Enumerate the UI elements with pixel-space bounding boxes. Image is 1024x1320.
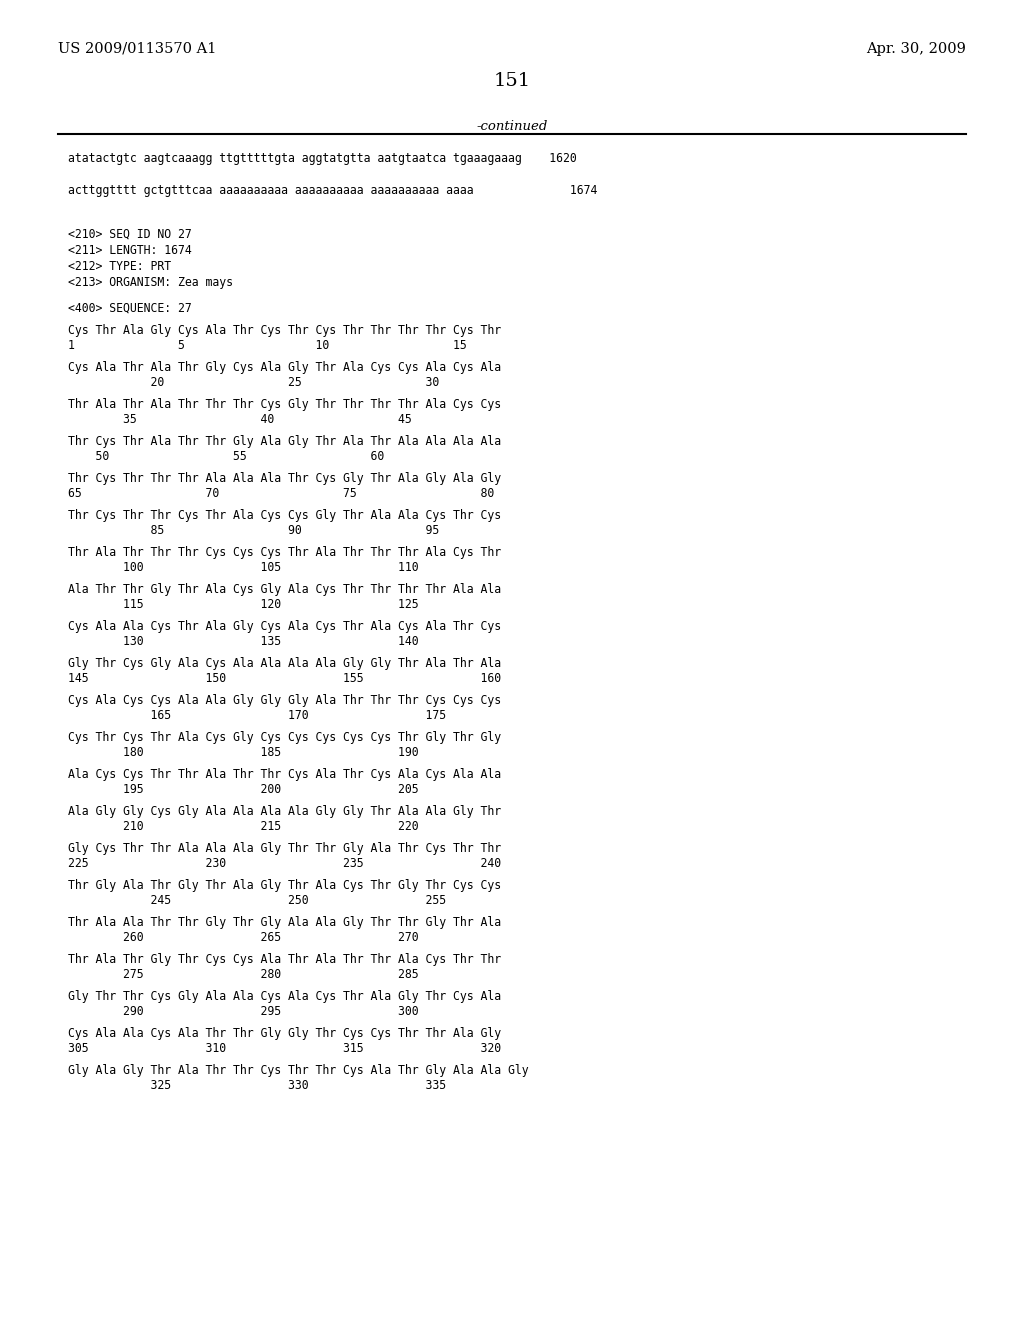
Text: -continued: -continued xyxy=(476,120,548,133)
Text: Gly Thr Cys Gly Ala Cys Ala Ala Ala Ala Gly Gly Thr Ala Thr Ala: Gly Thr Cys Gly Ala Cys Ala Ala Ala Ala … xyxy=(68,657,501,671)
Text: 65                  70                  75                  80: 65 70 75 80 xyxy=(68,487,495,500)
Text: Gly Thr Thr Cys Gly Ala Ala Cys Ala Cys Thr Ala Gly Thr Cys Ala: Gly Thr Thr Cys Gly Ala Ala Cys Ala Cys … xyxy=(68,990,501,1003)
Text: <400> SEQUENCE: 27: <400> SEQUENCE: 27 xyxy=(68,302,191,315)
Text: 290                 295                 300: 290 295 300 xyxy=(68,1005,419,1018)
Text: US 2009/0113570 A1: US 2009/0113570 A1 xyxy=(58,42,216,55)
Text: Cys Ala Thr Ala Thr Gly Cys Ala Gly Thr Ala Cys Cys Ala Cys Ala: Cys Ala Thr Ala Thr Gly Cys Ala Gly Thr … xyxy=(68,360,501,374)
Text: Cys Ala Ala Cys Ala Thr Thr Gly Gly Thr Cys Cys Thr Thr Ala Gly: Cys Ala Ala Cys Ala Thr Thr Gly Gly Thr … xyxy=(68,1027,501,1040)
Text: 151: 151 xyxy=(494,73,530,90)
Text: 35                  40                  45: 35 40 45 xyxy=(68,413,412,426)
Text: <212> TYPE: PRT: <212> TYPE: PRT xyxy=(68,260,171,273)
Text: 145                 150                 155                 160: 145 150 155 160 xyxy=(68,672,501,685)
Text: acttggtttt gctgtttcaa aaaaaaaaaa aaaaaaaaaa aaaaaaaaaa aaaa              1674: acttggtttt gctgtttcaa aaaaaaaaaa aaaaaaa… xyxy=(68,183,597,197)
Text: Gly Cys Thr Thr Ala Ala Ala Gly Thr Thr Gly Ala Thr Cys Thr Thr: Gly Cys Thr Thr Ala Ala Ala Gly Thr Thr … xyxy=(68,842,501,855)
Text: Thr Gly Ala Thr Gly Thr Ala Gly Thr Ala Cys Thr Gly Thr Cys Cys: Thr Gly Ala Thr Gly Thr Ala Gly Thr Ala … xyxy=(68,879,501,892)
Text: 275                 280                 285: 275 280 285 xyxy=(68,968,419,981)
Text: 225                 230                 235                 240: 225 230 235 240 xyxy=(68,857,501,870)
Text: <211> LENGTH: 1674: <211> LENGTH: 1674 xyxy=(68,244,191,257)
Text: 115                 120                 125: 115 120 125 xyxy=(68,598,419,611)
Text: Ala Gly Gly Cys Gly Ala Ala Ala Ala Gly Gly Thr Ala Ala Gly Thr: Ala Gly Gly Cys Gly Ala Ala Ala Ala Gly … xyxy=(68,805,501,818)
Text: Gly Ala Gly Thr Ala Thr Thr Cys Thr Thr Cys Ala Thr Gly Ala Ala Gly: Gly Ala Gly Thr Ala Thr Thr Cys Thr Thr … xyxy=(68,1064,528,1077)
Text: 325                 330                 335: 325 330 335 xyxy=(68,1078,446,1092)
Text: Cys Ala Cys Cys Ala Ala Gly Gly Gly Ala Thr Thr Thr Cys Cys Cys: Cys Ala Cys Cys Ala Ala Gly Gly Gly Ala … xyxy=(68,694,501,708)
Text: Thr Ala Thr Ala Thr Thr Thr Cys Gly Thr Thr Thr Thr Ala Cys Cys: Thr Ala Thr Ala Thr Thr Thr Cys Gly Thr … xyxy=(68,399,501,411)
Text: Thr Cys Thr Ala Thr Thr Gly Ala Gly Thr Ala Thr Ala Ala Ala Ala: Thr Cys Thr Ala Thr Thr Gly Ala Gly Thr … xyxy=(68,436,501,447)
Text: Thr Ala Thr Thr Thr Cys Cys Cys Thr Ala Thr Thr Thr Ala Cys Thr: Thr Ala Thr Thr Thr Cys Cys Cys Thr Ala … xyxy=(68,546,501,558)
Text: 100                 105                 110: 100 105 110 xyxy=(68,561,419,574)
Text: 130                 135                 140: 130 135 140 xyxy=(68,635,419,648)
Text: Ala Thr Thr Gly Thr Ala Cys Gly Ala Cys Thr Thr Thr Thr Ala Ala: Ala Thr Thr Gly Thr Ala Cys Gly Ala Cys … xyxy=(68,583,501,597)
Text: 20                  25                  30: 20 25 30 xyxy=(68,376,439,389)
Text: 165                 170                 175: 165 170 175 xyxy=(68,709,446,722)
Text: 195                 200                 205: 195 200 205 xyxy=(68,783,419,796)
Text: 50                  55                  60: 50 55 60 xyxy=(68,450,384,463)
Text: Thr Cys Thr Thr Thr Ala Ala Ala Thr Cys Gly Thr Ala Gly Ala Gly: Thr Cys Thr Thr Thr Ala Ala Ala Thr Cys … xyxy=(68,473,501,484)
Text: Apr. 30, 2009: Apr. 30, 2009 xyxy=(866,42,966,55)
Text: Cys Thr Cys Thr Ala Cys Gly Cys Cys Cys Cys Cys Thr Gly Thr Gly: Cys Thr Cys Thr Ala Cys Gly Cys Cys Cys … xyxy=(68,731,501,744)
Text: 1               5                   10                  15: 1 5 10 15 xyxy=(68,339,467,352)
Text: <213> ORGANISM: Zea mays: <213> ORGANISM: Zea mays xyxy=(68,276,233,289)
Text: Thr Ala Thr Gly Thr Cys Cys Ala Thr Ala Thr Thr Ala Cys Thr Thr: Thr Ala Thr Gly Thr Cys Cys Ala Thr Ala … xyxy=(68,953,501,966)
Text: Thr Ala Ala Thr Thr Gly Thr Gly Ala Ala Gly Thr Thr Gly Thr Ala: Thr Ala Ala Thr Thr Gly Thr Gly Ala Ala … xyxy=(68,916,501,929)
Text: 245                 250                 255: 245 250 255 xyxy=(68,894,446,907)
Text: Cys Ala Ala Cys Thr Ala Gly Cys Ala Cys Thr Ala Cys Ala Thr Cys: Cys Ala Ala Cys Thr Ala Gly Cys Ala Cys … xyxy=(68,620,501,634)
Text: 210                 215                 220: 210 215 220 xyxy=(68,820,419,833)
Text: <210> SEQ ID NO 27: <210> SEQ ID NO 27 xyxy=(68,228,191,242)
Text: 260                 265                 270: 260 265 270 xyxy=(68,931,419,944)
Text: Thr Cys Thr Thr Cys Thr Ala Cys Cys Gly Thr Ala Ala Cys Thr Cys: Thr Cys Thr Thr Cys Thr Ala Cys Cys Gly … xyxy=(68,510,501,521)
Text: Ala Cys Cys Thr Thr Ala Thr Thr Cys Ala Thr Cys Ala Cys Ala Ala: Ala Cys Cys Thr Thr Ala Thr Thr Cys Ala … xyxy=(68,768,501,781)
Text: 180                 185                 190: 180 185 190 xyxy=(68,746,419,759)
Text: Cys Thr Ala Gly Cys Ala Thr Cys Thr Cys Thr Thr Thr Thr Cys Thr: Cys Thr Ala Gly Cys Ala Thr Cys Thr Cys … xyxy=(68,323,501,337)
Text: 85                  90                  95: 85 90 95 xyxy=(68,524,439,537)
Text: 305                 310                 315                 320: 305 310 315 320 xyxy=(68,1041,501,1055)
Text: atatactgtc aagtcaaagg ttgtttttgta aggtatgtta aatgtaatca tgaaagaaag    1620: atatactgtc aagtcaaagg ttgtttttgta aggtat… xyxy=(68,152,577,165)
